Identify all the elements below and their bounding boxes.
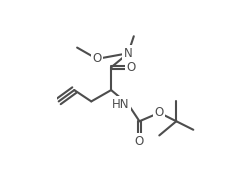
Text: O: O: [135, 135, 144, 148]
Text: O: O: [92, 52, 102, 66]
Text: O: O: [155, 106, 164, 119]
Text: HN: HN: [112, 98, 130, 111]
Text: N: N: [124, 47, 132, 60]
Text: O: O: [126, 61, 136, 74]
